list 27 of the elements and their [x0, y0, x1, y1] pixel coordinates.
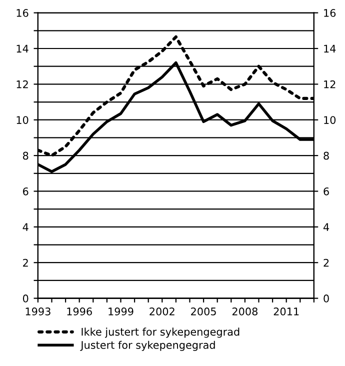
x-tick-label: 2011 — [274, 308, 299, 316]
x-tick-label: 1993 — [26, 308, 50, 316]
y2-tick-label: 6 — [324, 187, 329, 196]
y-tick-label: 14 — [16, 44, 28, 52]
y-tick-label: 2 — [23, 258, 28, 267]
y-tick-label: 0 — [22, 294, 28, 302]
y-tick-label: 6 — [23, 187, 28, 196]
legend-label: Ikke justert for sykepengegrad — [82, 328, 240, 338]
y2-tick-label: 0 — [324, 294, 329, 302]
x-tick-label: 1996 — [67, 308, 92, 316]
x-tick-label: 2002 — [150, 308, 174, 316]
y-tick-label: 12 — [16, 80, 28, 88]
legend-label: Justert for sykepengegrad — [80, 340, 215, 351]
y2-tick-label: 8 — [324, 152, 329, 160]
y2-tick-label: 12 — [324, 80, 336, 88]
y2-tick-label: 16 — [324, 9, 336, 17]
y-tick-label: 8 — [23, 152, 28, 160]
x-tick-label: 2008 — [232, 308, 258, 316]
x-tick-label: 1999 — [108, 308, 134, 316]
y2-tick-label: 2 — [324, 258, 329, 267]
y2-tick-label: 10 — [324, 116, 336, 124]
x-tick-label: 2005 — [191, 308, 216, 316]
y2-tick-label: 14 — [324, 44, 336, 52]
y-tick-label: 4 — [22, 223, 28, 231]
y2-tick-label: 4 — [323, 223, 330, 231]
y-tick-label: 10 — [16, 116, 28, 124]
y-tick-label: 16 — [16, 9, 28, 17]
